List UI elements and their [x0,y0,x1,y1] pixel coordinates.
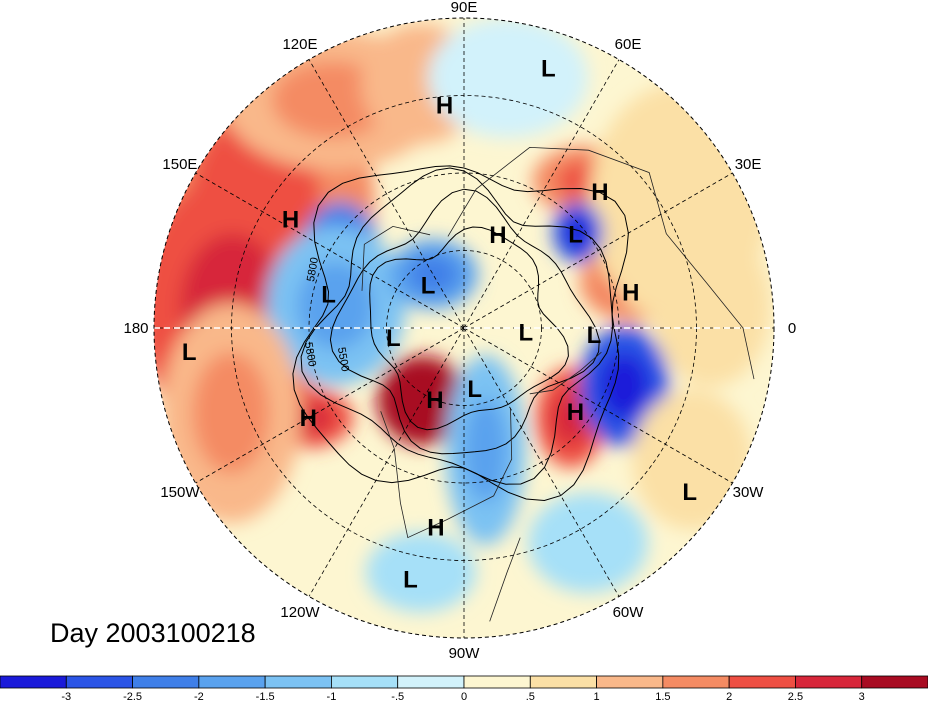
high-pressure-marker: H [489,222,506,249]
contour-label: 5800 [305,256,321,282]
anomaly-core-15 [564,215,592,249]
colorbar-swatch [397,675,465,689]
longitude-label: 150E [162,156,197,173]
anomaly-core-17 [192,352,270,474]
polar-map: 90E 60E 30E 0 30W 60W 90W 120W 150W 180 150E 120E 5… [123,0,796,662]
low-pressure-marker: L [541,56,556,83]
colorbar: -3 -2.5 -2 -1.5 -1 -.5 0 .5 1 1.5 2 2.5 3 [0,675,928,702]
longitude-label: 120W [280,604,320,621]
colorbar-swatch [65,675,133,689]
high-pressure-marker: H [622,280,639,307]
longitude-label: 90E [451,0,478,16]
coastline-0 [447,146,755,380]
high-pressure-marker: H [300,405,317,432]
colorbar-tick-label: -3 [61,691,71,702]
colorbar-swatch [0,675,67,689]
low-pressure-marker: L [182,339,197,366]
map-boundary [153,17,775,639]
longitude-label: 90W [449,645,481,662]
colorbar-swatch [198,675,266,689]
longitude-label: 30E [735,156,762,173]
colorbar-tick-label: .5 [526,691,535,702]
colorbar-tick-label: 3 [859,691,865,702]
longitude-label: 180 [123,320,148,337]
colorbar-tick-label: 2.5 [788,691,803,702]
colorbar-swatch [596,675,664,689]
low-pressure-marker: L [467,376,482,403]
colorbar-swatch [264,675,332,689]
colorbar-swatch [795,675,863,689]
anomaly-blob-20 [632,389,753,530]
contour-label: 5800 [302,341,318,367]
anomaly-blob-21 [651,226,772,387]
colorbar-swatch [861,675,928,689]
high-pressure-marker: H [426,387,443,414]
longitude-label: 120E [282,36,317,53]
high-pressure-marker: H [282,207,299,234]
colorbar-tick-label: -.5 [391,691,404,702]
anomaly-core-12 [551,390,591,446]
anomaly-blob-4 [428,18,589,138]
meridian-line [463,327,733,484]
high-pressure-marker: H [567,399,584,426]
anomaly-core-10 [408,255,458,294]
colorbar-tick-label: 1.5 [655,691,670,702]
low-pressure-marker: L [682,479,697,506]
colorbar-tick-label: -2 [194,691,204,702]
colorbar-swatch [529,675,597,689]
anomaly-blob-18 [365,532,476,613]
colorbar-swatch [463,675,531,689]
colorbar-tick-label: -2.5 [123,691,142,702]
colorbar-tick-label: 2 [726,691,732,702]
colorbar-swatch [331,675,399,689]
coastline-2 [361,225,431,291]
low-pressure-marker: L [386,325,401,352]
colorbar-tick-label: 1 [594,691,600,702]
low-pressure-marker: L [321,281,336,308]
meridian-line [308,59,465,329]
low-pressure-marker: L [403,567,418,594]
low-pressure-marker: L [519,319,534,346]
high-pressure-marker: H [591,179,608,206]
low-pressure-marker: L [568,221,583,248]
high-pressure-marker: H [427,515,444,542]
meridian-line [463,59,620,329]
longitude-label: 150W [160,484,200,501]
longitude-label: 60W [613,604,645,621]
high-pressure-marker: H [436,93,453,120]
longitude-label: 0 [788,320,796,337]
meridian-line [195,327,465,484]
low-pressure-marker: L [587,322,602,349]
colorbar-swatch [662,675,730,689]
colorbar-swatch [132,675,200,689]
colorbar-tick-label: -1 [327,691,337,702]
longitude-label: 30W [733,484,765,501]
longitude-label: 60E [615,36,642,53]
coastline-1 [380,408,513,539]
colorbar-tick-label: -1.5 [256,691,275,702]
anomaly-core-11 [397,375,447,426]
anomaly-core-14 [599,353,649,420]
parallel-line [386,250,542,406]
day-title: Day 2003100218 [50,618,256,648]
colorbar-tick-label: 0 [461,691,467,702]
contour-label: 5500 [335,346,351,372]
colorbar-swatch [728,675,796,689]
coastline-4 [529,351,602,395]
low-pressure-marker: L [421,272,436,299]
coastline-3 [489,537,521,622]
anomaly-field [154,18,774,638]
